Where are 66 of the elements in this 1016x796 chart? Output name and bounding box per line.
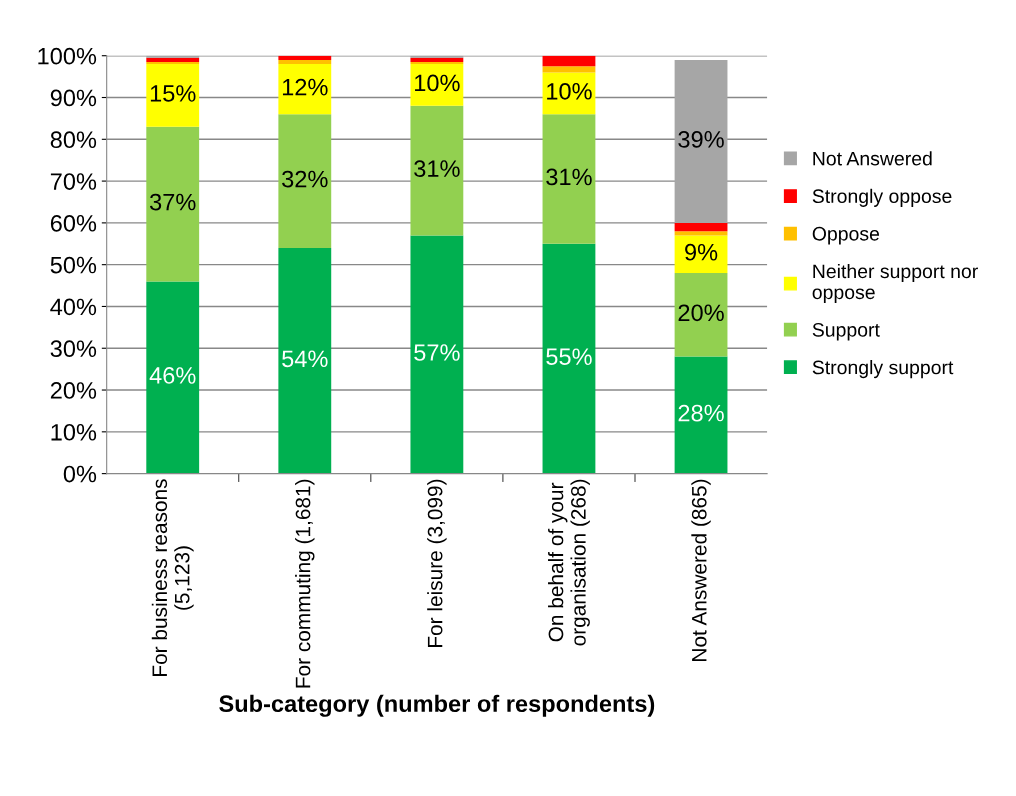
y-tick-label: 30% [50, 340, 97, 358]
data-label: 15% [150, 85, 196, 102]
x-tick-label: For leisure (3,099) [427, 479, 447, 647]
bar [146, 57, 200, 62]
data-label: 31% [546, 168, 592, 186]
bar [278, 247, 332, 474]
bar [674, 231, 728, 236]
bar [674, 222, 728, 232]
bar [542, 55, 596, 67]
data-label: 55% [546, 348, 592, 366]
y-tick-label: 10% [51, 423, 97, 441]
bar [278, 114, 332, 248]
y-tick-label: 60% [50, 214, 97, 232]
data-label: 9% [685, 243, 718, 261]
bar [542, 66, 596, 73]
data-label: 37% [149, 193, 196, 211]
y-tick-label: 50% [50, 256, 97, 274]
data-label: 20% [678, 304, 724, 322]
bar [410, 61, 464, 65]
data-label: 31% [414, 160, 460, 177]
x-tick-label: For business reasons (5,123) [151, 479, 194, 676]
x-tick-label: On behalf of your organisation (268) [548, 479, 590, 646]
bar [542, 114, 596, 244]
bar [542, 243, 596, 474]
bar [146, 64, 200, 127]
y-tick-label: 70% [50, 173, 97, 190]
bar [146, 126, 200, 282]
legend-label: Strongly oppose [812, 188, 952, 207]
bar [410, 235, 464, 474]
bar [674, 273, 728, 357]
bar [674, 356, 728, 474]
legend-label: Oppose [812, 226, 880, 245]
legend-label: Strongly support [812, 360, 954, 379]
data-label: 46% [149, 367, 196, 384]
data-label: 10% [415, 74, 460, 92]
legend-label: Support [812, 322, 880, 341]
data-label: 28% [678, 404, 724, 422]
y-tick-label: 0% [63, 465, 97, 483]
bar [278, 59, 332, 65]
data-label: 12% [282, 78, 328, 96]
bar [410, 57, 464, 62]
bar [410, 105, 464, 236]
y-tick-label: 80% [50, 131, 97, 149]
data-label: 32% [282, 170, 328, 188]
x-tick-label: Not Answered (865) [691, 479, 711, 661]
x-tick-label: For commuting (1,681) [295, 479, 315, 688]
bar [278, 64, 332, 115]
data-label: 57% [414, 344, 460, 361]
bar [410, 55, 464, 58]
bar [410, 64, 464, 106]
y-tick-label: 100% [38, 47, 97, 65]
data-label: 10% [547, 82, 592, 100]
bar [146, 61, 200, 65]
data-label: 39% [678, 131, 724, 148]
bar [146, 55, 200, 58]
bar [674, 59, 728, 223]
bar [278, 55, 332, 60]
y-tick-label: 90% [50, 89, 97, 107]
x-axis-title: Sub-category (number of respondents) [219, 694, 655, 717]
data-label: 54% [282, 350, 328, 368]
legend-label: Not Answered [813, 151, 932, 166]
y-tick-label: 40% [50, 298, 97, 316]
bar [674, 235, 728, 274]
legend-label: Neither support nor oppose [812, 263, 978, 303]
y-tick-label: 20% [50, 382, 97, 399]
bar [146, 281, 200, 474]
